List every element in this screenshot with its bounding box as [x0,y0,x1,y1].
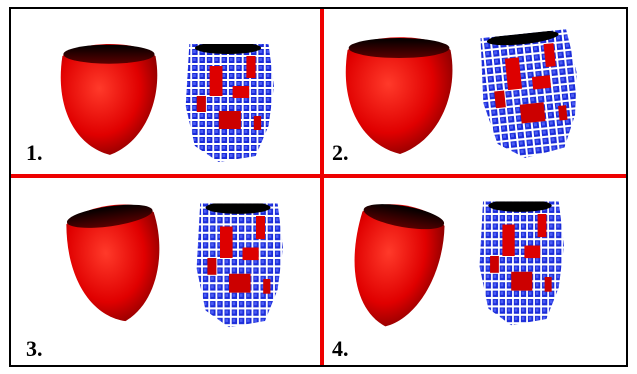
panel-label: 4. [332,336,349,361]
panel-label: 1. [26,140,43,165]
figure: 1. 2. 3. 4. [0,0,637,374]
panel-label: 3. [26,336,43,361]
panel-label: 2. [332,140,349,165]
